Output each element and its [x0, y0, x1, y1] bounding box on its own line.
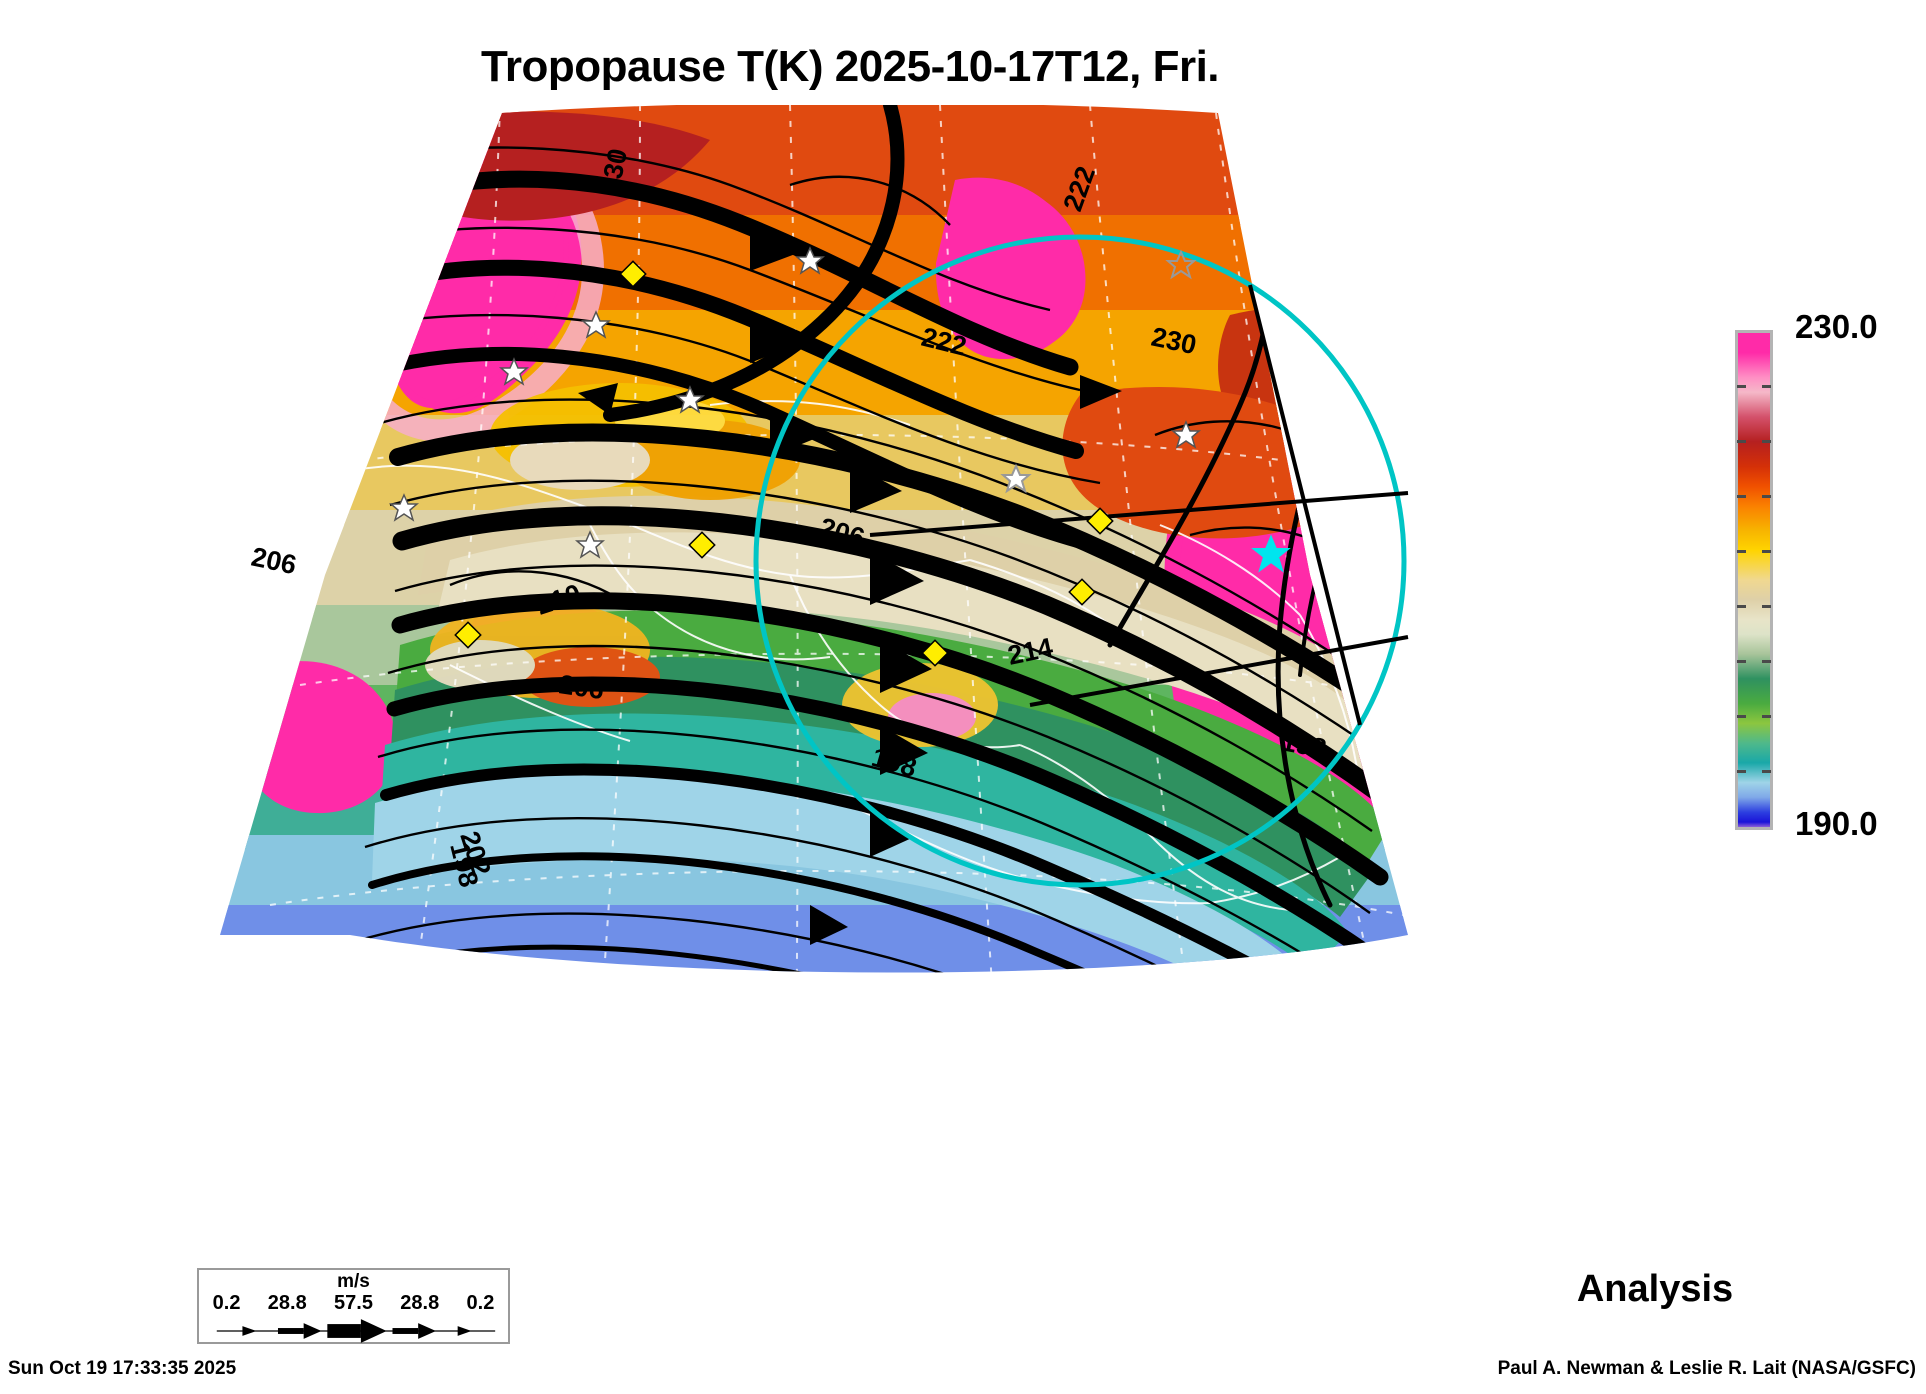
colorbar-max-label: 230.0: [1795, 308, 1878, 345]
wind-legend-value: 28.8: [400, 1292, 440, 1314]
analysis-label: Analysis: [1576, 1268, 1734, 1310]
wind-legend-arrow-glyphs: [216, 1319, 496, 1343]
contour-labels: 230 222 230 222 214 206 206 210 206 198 …: [249, 146, 1329, 890]
streamline-arrowheads: [578, 230, 1122, 945]
center-star-marker: [1251, 534, 1291, 573]
contour-label-206b: 206: [249, 542, 299, 581]
station-markers-star-outline: [1000, 249, 1197, 494]
wind-legend-value: 57.5: [334, 1292, 373, 1314]
page-title: Tropopause T(K) 2025-10-17T12, Fri.: [480, 42, 1220, 91]
orbit-track-lines: [869, 284, 1409, 726]
colorbar-min-label: 190.0: [1795, 805, 1878, 842]
generation-timestamp: Sun Oct 19 17:33:35 2025: [8, 1358, 237, 1379]
author-credit: Paul A. Newman & Leslie R. Lait (NASA/GS…: [1497, 1358, 1916, 1379]
wind-legend-units-label: m/s: [337, 1271, 370, 1292]
colorbar-gradient: [1735, 330, 1773, 830]
colorbar[interactable]: 230.0 190.0: [1735, 308, 1925, 842]
range-circle: [753, 234, 1407, 888]
wind-legend-value: 28.8: [267, 1292, 307, 1314]
wind-legend-values: 0.2 28.8 57.5 28.8 0.2: [199, 1292, 508, 1315]
wind-legend-value: 0.2: [466, 1292, 495, 1314]
filled-contour-field: [220, 105, 1408, 973]
wind-speed-legend: m/s 0.2 28.8 57.5 28.8 0.2: [197, 1268, 510, 1344]
station-markers-diamond: [454, 260, 1114, 667]
wind-legend-value: 0.2: [212, 1292, 241, 1314]
contour-label-206c: 206: [557, 669, 606, 705]
map-panel[interactable]: 230 222 230 222 214 206 206 210 206 198 …: [150, 105, 1570, 1215]
